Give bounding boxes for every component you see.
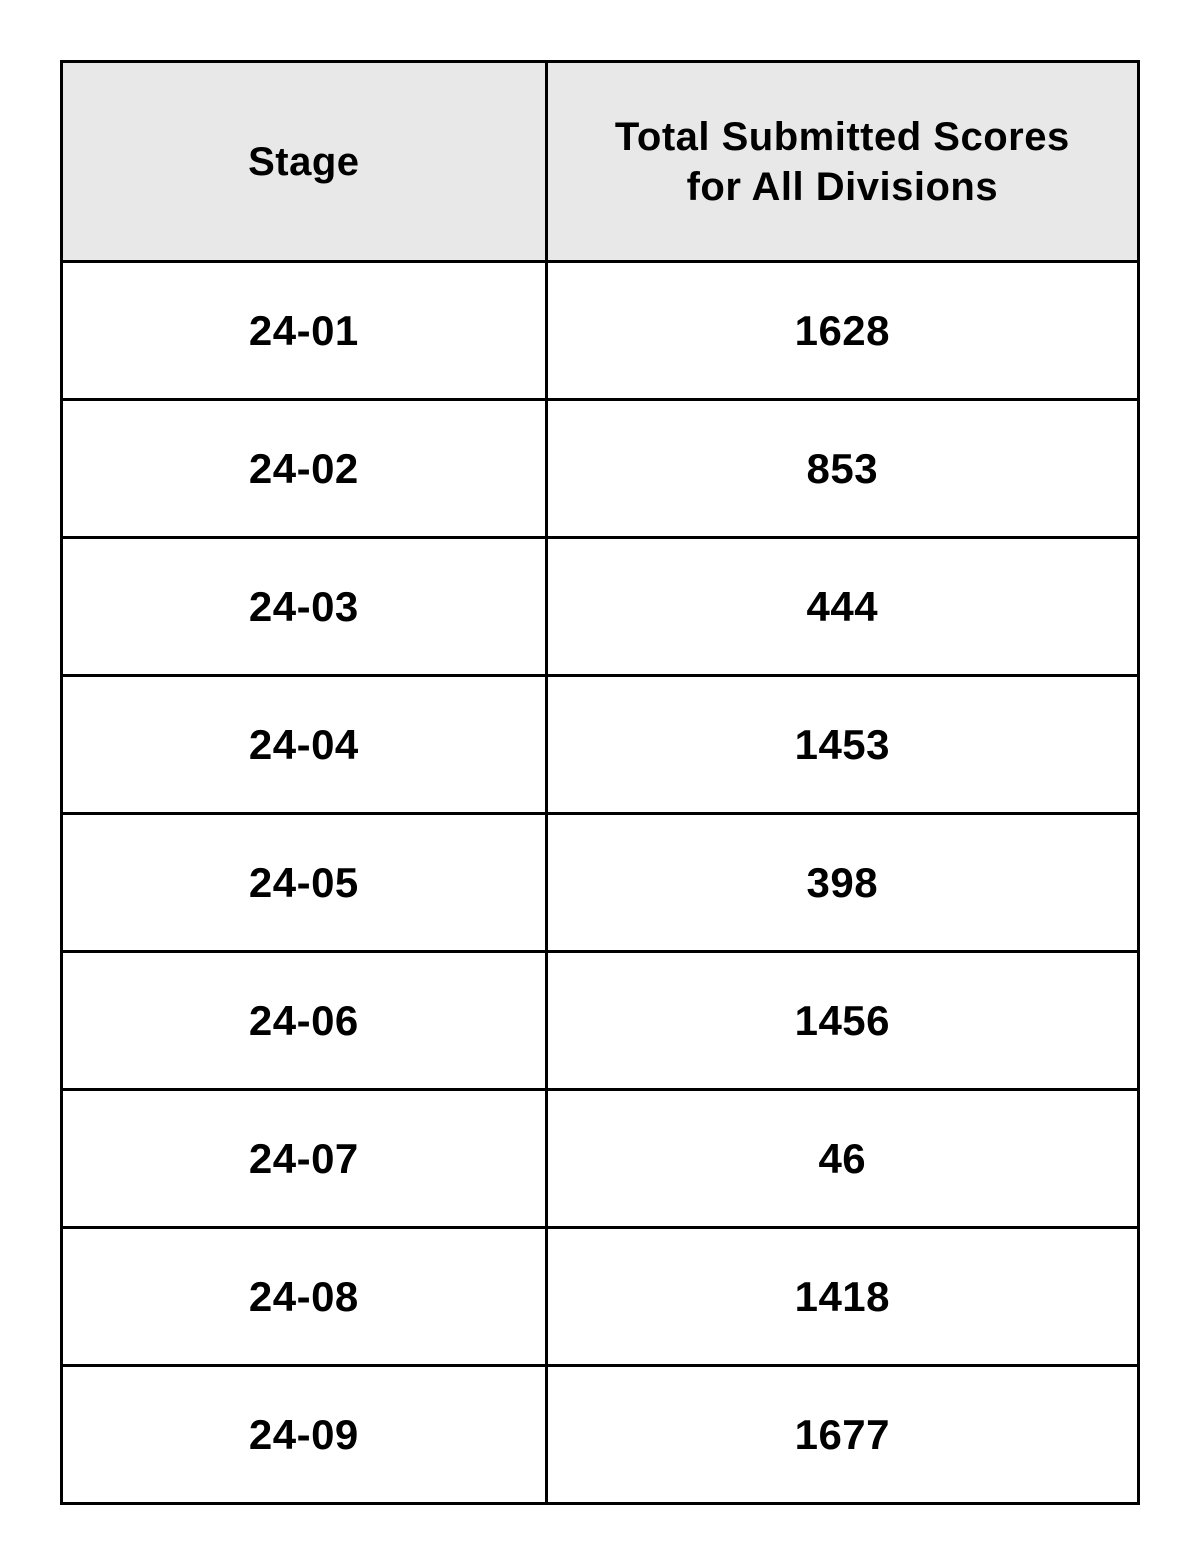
cell-score: 1628 xyxy=(546,262,1138,400)
table-row: 24-01 1628 xyxy=(62,262,1139,400)
cell-stage: 24-04 xyxy=(62,676,547,814)
cell-stage: 24-07 xyxy=(62,1090,547,1228)
cell-score: 46 xyxy=(546,1090,1138,1228)
cell-stage: 24-08 xyxy=(62,1228,547,1366)
table-row: 24-03 444 xyxy=(62,538,1139,676)
cell-stage: 24-09 xyxy=(62,1366,547,1504)
table-row: 24-02 853 xyxy=(62,400,1139,538)
table-row: 24-04 1453 xyxy=(62,676,1139,814)
cell-score: 444 xyxy=(546,538,1138,676)
scores-table: Stage Total Submitted Scores for All Div… xyxy=(60,60,1140,1505)
column-header-stage: Stage xyxy=(62,62,547,262)
cell-stage: 24-01 xyxy=(62,262,547,400)
table-row: 24-07 46 xyxy=(62,1090,1139,1228)
table-header-row: Stage Total Submitted Scores for All Div… xyxy=(62,62,1139,262)
cell-score: 398 xyxy=(546,814,1138,952)
cell-stage: 24-06 xyxy=(62,952,547,1090)
cell-stage: 24-02 xyxy=(62,400,547,538)
table-body: 24-01 1628 24-02 853 24-03 444 24-04 145… xyxy=(62,262,1139,1504)
cell-stage: 24-05 xyxy=(62,814,547,952)
cell-score: 1418 xyxy=(546,1228,1138,1366)
cell-score: 853 xyxy=(546,400,1138,538)
cell-score: 1456 xyxy=(546,952,1138,1090)
cell-score: 1453 xyxy=(546,676,1138,814)
column-header-scores: Total Submitted Scores for All Divisions xyxy=(546,62,1138,262)
table-row: 24-09 1677 xyxy=(62,1366,1139,1504)
table-row: 24-05 398 xyxy=(62,814,1139,952)
cell-score: 1677 xyxy=(546,1366,1138,1504)
table-row: 24-06 1456 xyxy=(62,952,1139,1090)
cell-stage: 24-03 xyxy=(62,538,547,676)
table-header: Stage Total Submitted Scores for All Div… xyxy=(62,62,1139,262)
table-row: 24-08 1418 xyxy=(62,1228,1139,1366)
